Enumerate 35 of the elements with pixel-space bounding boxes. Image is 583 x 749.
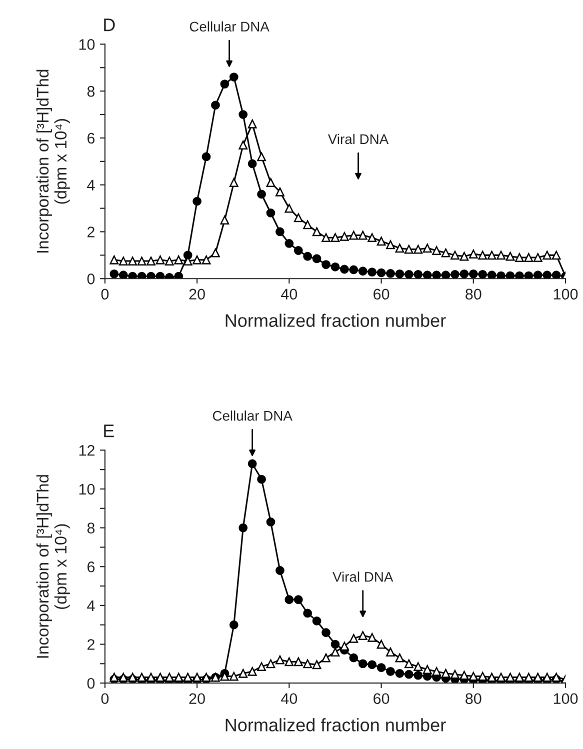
x-tick-label: 100 bbox=[554, 693, 578, 704]
y-tick-label: 2 bbox=[87, 226, 94, 238]
y-axis-title: Incorporation of [³H]dThd (dpm x 10⁴) bbox=[36, 70, 70, 252]
y-tick-label: 10 bbox=[79, 39, 95, 50]
y-tick-label: 8 bbox=[87, 86, 95, 97]
x-tick-label: 20 bbox=[189, 693, 205, 704]
x-tick-label: 60 bbox=[374, 288, 390, 300]
y-tick-label: 10 bbox=[79, 484, 95, 495]
y-tick-label: 4 bbox=[87, 600, 95, 611]
y-tick-label: 4 bbox=[87, 180, 95, 190]
y-tick-label: 2 bbox=[87, 639, 94, 650]
x-axis-title: Normalized fraction number bbox=[226, 718, 446, 732]
y-tick-label: 0 bbox=[87, 678, 95, 689]
annotation: Viral DNA bbox=[332, 572, 394, 582]
x-tick-label: 0 bbox=[101, 288, 109, 300]
y-axis-title: Incorporation of [³H]dThd (dpm x 10⁴) bbox=[36, 475, 70, 658]
y-tick-label: 6 bbox=[88, 561, 95, 572]
y-tick-label: 12 bbox=[79, 445, 94, 456]
x-tick-label: 80 bbox=[466, 288, 482, 300]
y-tick-label: 8 bbox=[87, 522, 95, 534]
text: Cellular DNA bbox=[190, 21, 270, 32]
x-tick-label: 40 bbox=[281, 693, 298, 704]
chart-title: D bbox=[104, 18, 115, 32]
x-axis-title: Normalized fraction number bbox=[226, 314, 446, 327]
y-tick-label: 6 bbox=[88, 132, 95, 144]
annotation: Cellular DNA bbox=[212, 410, 292, 421]
y-tick-label: 0 bbox=[87, 273, 95, 284]
x-tick-label: 20 bbox=[189, 288, 205, 300]
x-tick-label: 40 bbox=[281, 288, 298, 300]
chart-title: E bbox=[104, 424, 114, 438]
x-tick-label: 60 bbox=[374, 693, 390, 704]
annotation: Viral DNA bbox=[328, 134, 389, 144]
x-tick-label: 100 bbox=[554, 288, 578, 300]
x-tick-label: 80 bbox=[466, 693, 482, 704]
x-tick-label: 0 bbox=[101, 693, 109, 704]
